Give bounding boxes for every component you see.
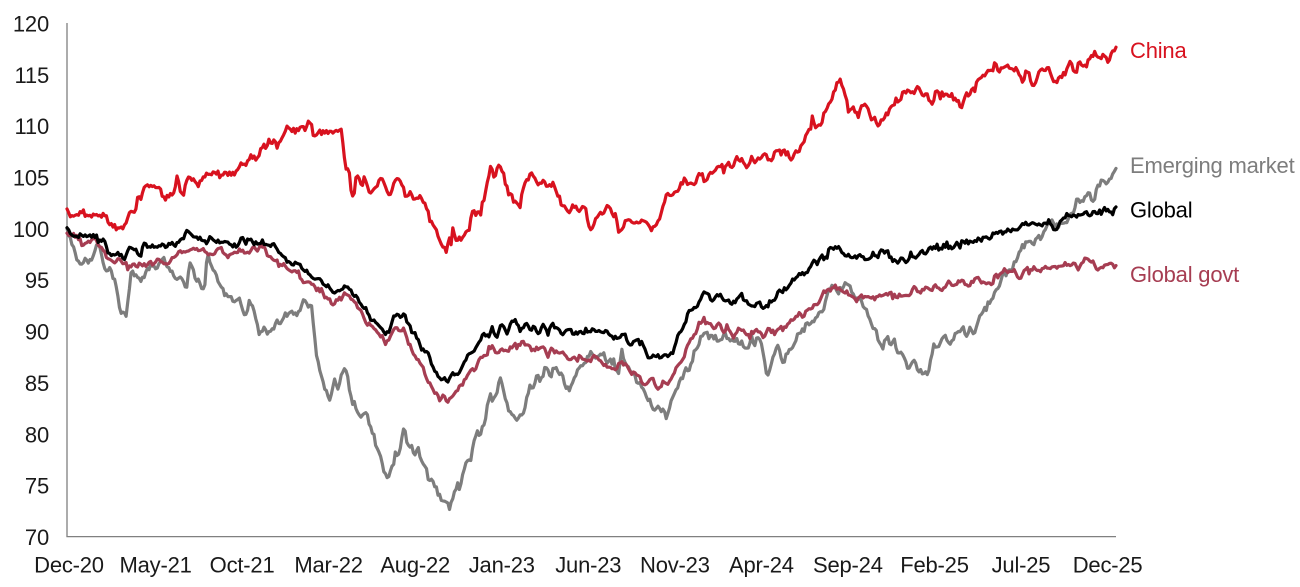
svg-text:Feb-25: Feb-25 xyxy=(900,553,969,578)
svg-text:Apr-24: Apr-24 xyxy=(729,553,794,578)
svg-text:Aug-22: Aug-22 xyxy=(380,553,450,578)
svg-text:110: 110 xyxy=(15,114,49,139)
svg-text:Mar-22: Mar-22 xyxy=(294,553,363,578)
svg-text:75: 75 xyxy=(25,474,49,499)
svg-text:May-21: May-21 xyxy=(120,553,192,578)
svg-text:Global govt: Global govt xyxy=(1130,262,1239,287)
svg-text:Jul-25: Jul-25 xyxy=(992,553,1051,578)
svg-text:Jan-23: Jan-23 xyxy=(469,553,535,578)
svg-text:Dec-25: Dec-25 xyxy=(1073,553,1143,578)
svg-text:Global: Global xyxy=(1130,198,1192,223)
svg-text:Oct-21: Oct-21 xyxy=(210,553,275,578)
svg-text:95: 95 xyxy=(25,268,49,293)
svg-text:105: 105 xyxy=(13,166,49,191)
svg-text:80: 80 xyxy=(25,422,49,447)
svg-text:115: 115 xyxy=(15,63,49,88)
svg-text:120: 120 xyxy=(13,12,49,37)
svg-text:Emerging market: Emerging market xyxy=(1130,153,1295,178)
svg-text:100: 100 xyxy=(13,217,49,242)
svg-text:Dec-20: Dec-20 xyxy=(34,553,104,578)
svg-text:90: 90 xyxy=(25,320,49,345)
svg-text:85: 85 xyxy=(25,371,49,396)
svg-text:Sep-24: Sep-24 xyxy=(813,553,883,578)
svg-text:China: China xyxy=(1130,38,1187,63)
svg-text:Nov-23: Nov-23 xyxy=(640,553,710,578)
svg-text:Jun-23: Jun-23 xyxy=(555,553,621,578)
svg-text:70: 70 xyxy=(25,525,49,550)
